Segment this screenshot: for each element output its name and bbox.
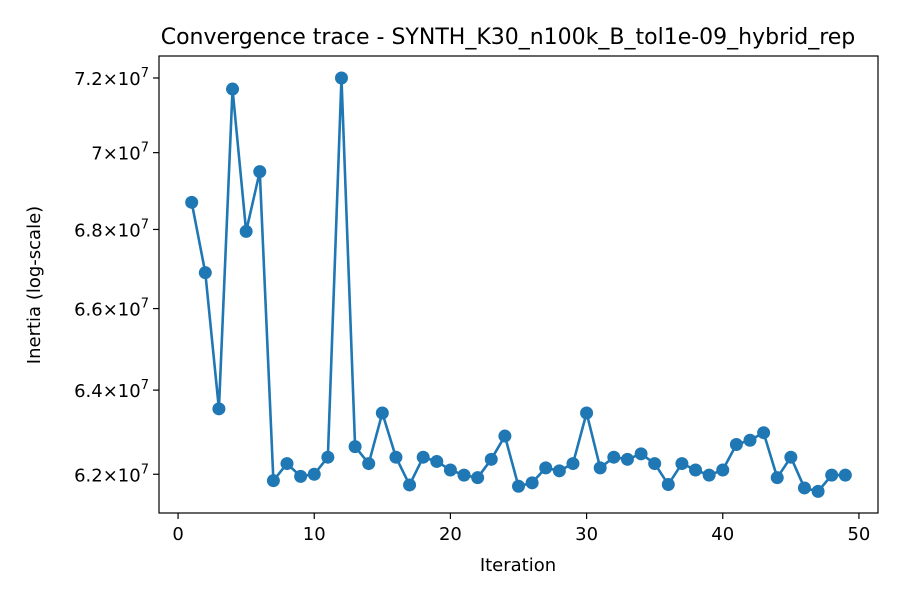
data-point (362, 457, 376, 471)
data-point (266, 474, 280, 488)
data-point (770, 471, 784, 485)
x-axis-title: Iteration (480, 555, 556, 576)
data-point (743, 433, 757, 447)
data-point (716, 463, 730, 477)
data-point (198, 266, 212, 280)
y-tick-label: 6.6×107 (74, 297, 149, 321)
data-point (838, 468, 852, 482)
ticks-layer: 0 10 20 30 40 50 6.2×107 6.4×107 6.6×107 6.8×107 7… (74, 66, 870, 545)
data-point (403, 478, 417, 492)
data-point (280, 457, 294, 471)
x-tick-label: 50 (847, 524, 870, 545)
data-point (498, 429, 512, 443)
data-point (212, 402, 226, 416)
data-point (620, 452, 634, 466)
y-tick-label: 7.2×107 (74, 66, 149, 90)
x-tick-label: 30 (575, 524, 598, 545)
y-axis-title: Inertia (log-scale) (24, 206, 45, 364)
data-point (389, 450, 403, 464)
data-point (539, 461, 553, 475)
data-point (607, 450, 621, 464)
x-tick-label: 40 (711, 524, 734, 545)
data-point (689, 463, 703, 477)
x-tick-label: 0 (172, 524, 183, 545)
data-point (416, 450, 430, 464)
data-point (552, 464, 566, 478)
data-point (226, 82, 240, 96)
data-point (593, 461, 607, 475)
data-point (634, 447, 648, 461)
data-point (825, 468, 839, 482)
plot-layer (185, 71, 852, 498)
data-point (512, 479, 525, 493)
data-point (729, 437, 743, 451)
data-point (348, 440, 362, 454)
data-point (484, 452, 498, 466)
y-tick-label: 6.2×107 (74, 462, 149, 486)
data-point (430, 454, 444, 468)
data-point (525, 476, 539, 490)
data-point (471, 471, 485, 485)
data-point (702, 468, 716, 482)
data-point (580, 406, 594, 420)
data-point (648, 457, 662, 471)
data-point (321, 450, 335, 464)
data-point (375, 406, 389, 420)
y-tick-label: 6.8×107 (74, 217, 149, 241)
data-point (457, 468, 471, 482)
data-point (443, 463, 457, 477)
data-point (797, 481, 811, 495)
x-tick-label: 20 (439, 524, 462, 545)
data-point (239, 224, 253, 238)
plot-frame (158, 55, 879, 514)
y-tick-label: 7×107 (91, 141, 149, 165)
data-point (294, 469, 308, 483)
chart-title: Convergence trace - SYNTH_K30_n100k_B_to… (161, 25, 856, 50)
data-point (784, 450, 798, 464)
data-point (185, 195, 199, 209)
data-point (566, 457, 580, 471)
data-point (811, 484, 825, 498)
data-point (307, 467, 321, 481)
data-point (334, 71, 348, 85)
data-point (757, 426, 771, 440)
x-tick-label: 10 (303, 524, 326, 545)
data-point (253, 165, 267, 179)
data-point (675, 457, 689, 471)
data-point (661, 478, 675, 492)
y-tick-label: 6.4×107 (74, 378, 149, 402)
